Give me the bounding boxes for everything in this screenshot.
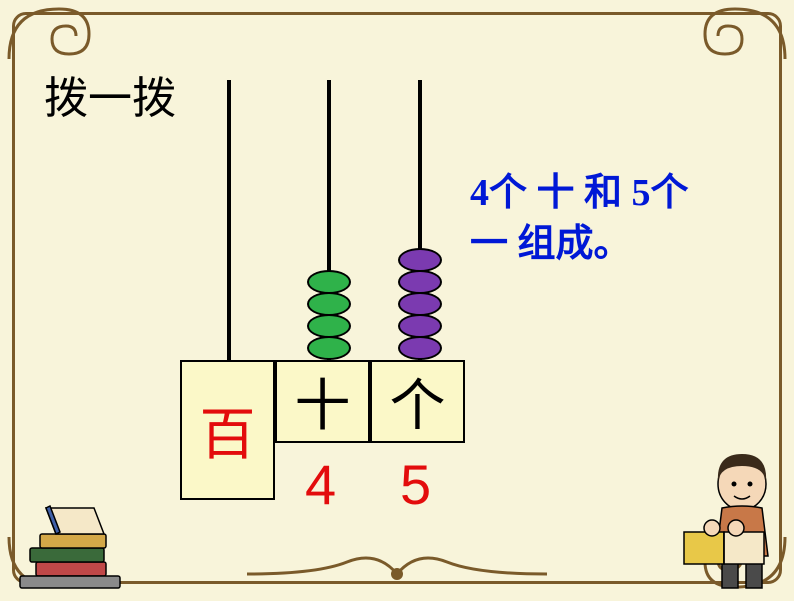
sentence-part: 4个 — [470, 172, 527, 214]
books-illustration — [6, 502, 136, 592]
corner-swirl-tr — [700, 4, 790, 64]
bead-tens — [307, 292, 351, 316]
sentence-part: 组成。 — [518, 223, 632, 265]
sentence-part: 和 5个 — [584, 172, 689, 214]
bottom-flourish — [247, 554, 547, 594]
digit-ones: 5 — [400, 452, 431, 517]
place-label-hundreds: 百 — [180, 360, 275, 500]
bead-ones — [398, 270, 442, 294]
corner-swirl-tl — [4, 4, 94, 64]
digit-tens: 4 — [305, 452, 336, 517]
abacus-diagram: 百 十 个 4 5 — [170, 80, 490, 550]
bead-ones — [398, 336, 442, 360]
bead-tens — [307, 314, 351, 338]
child-illustration — [664, 436, 794, 596]
sentence-big: 一 — [470, 223, 508, 265]
place-label-tens: 十 — [275, 360, 370, 443]
bead-ones — [398, 292, 442, 316]
bead-tens — [307, 336, 351, 360]
page-title: 拨一拨 — [44, 62, 176, 126]
place-label-ones: 个 — [370, 360, 465, 443]
sentence-big: 十 — [537, 172, 575, 214]
bead-tens — [307, 270, 351, 294]
bead-ones — [398, 248, 442, 272]
explanation-text: 4个 十 和 5个 一 组成。 — [470, 168, 770, 271]
bead-ones — [398, 314, 442, 338]
